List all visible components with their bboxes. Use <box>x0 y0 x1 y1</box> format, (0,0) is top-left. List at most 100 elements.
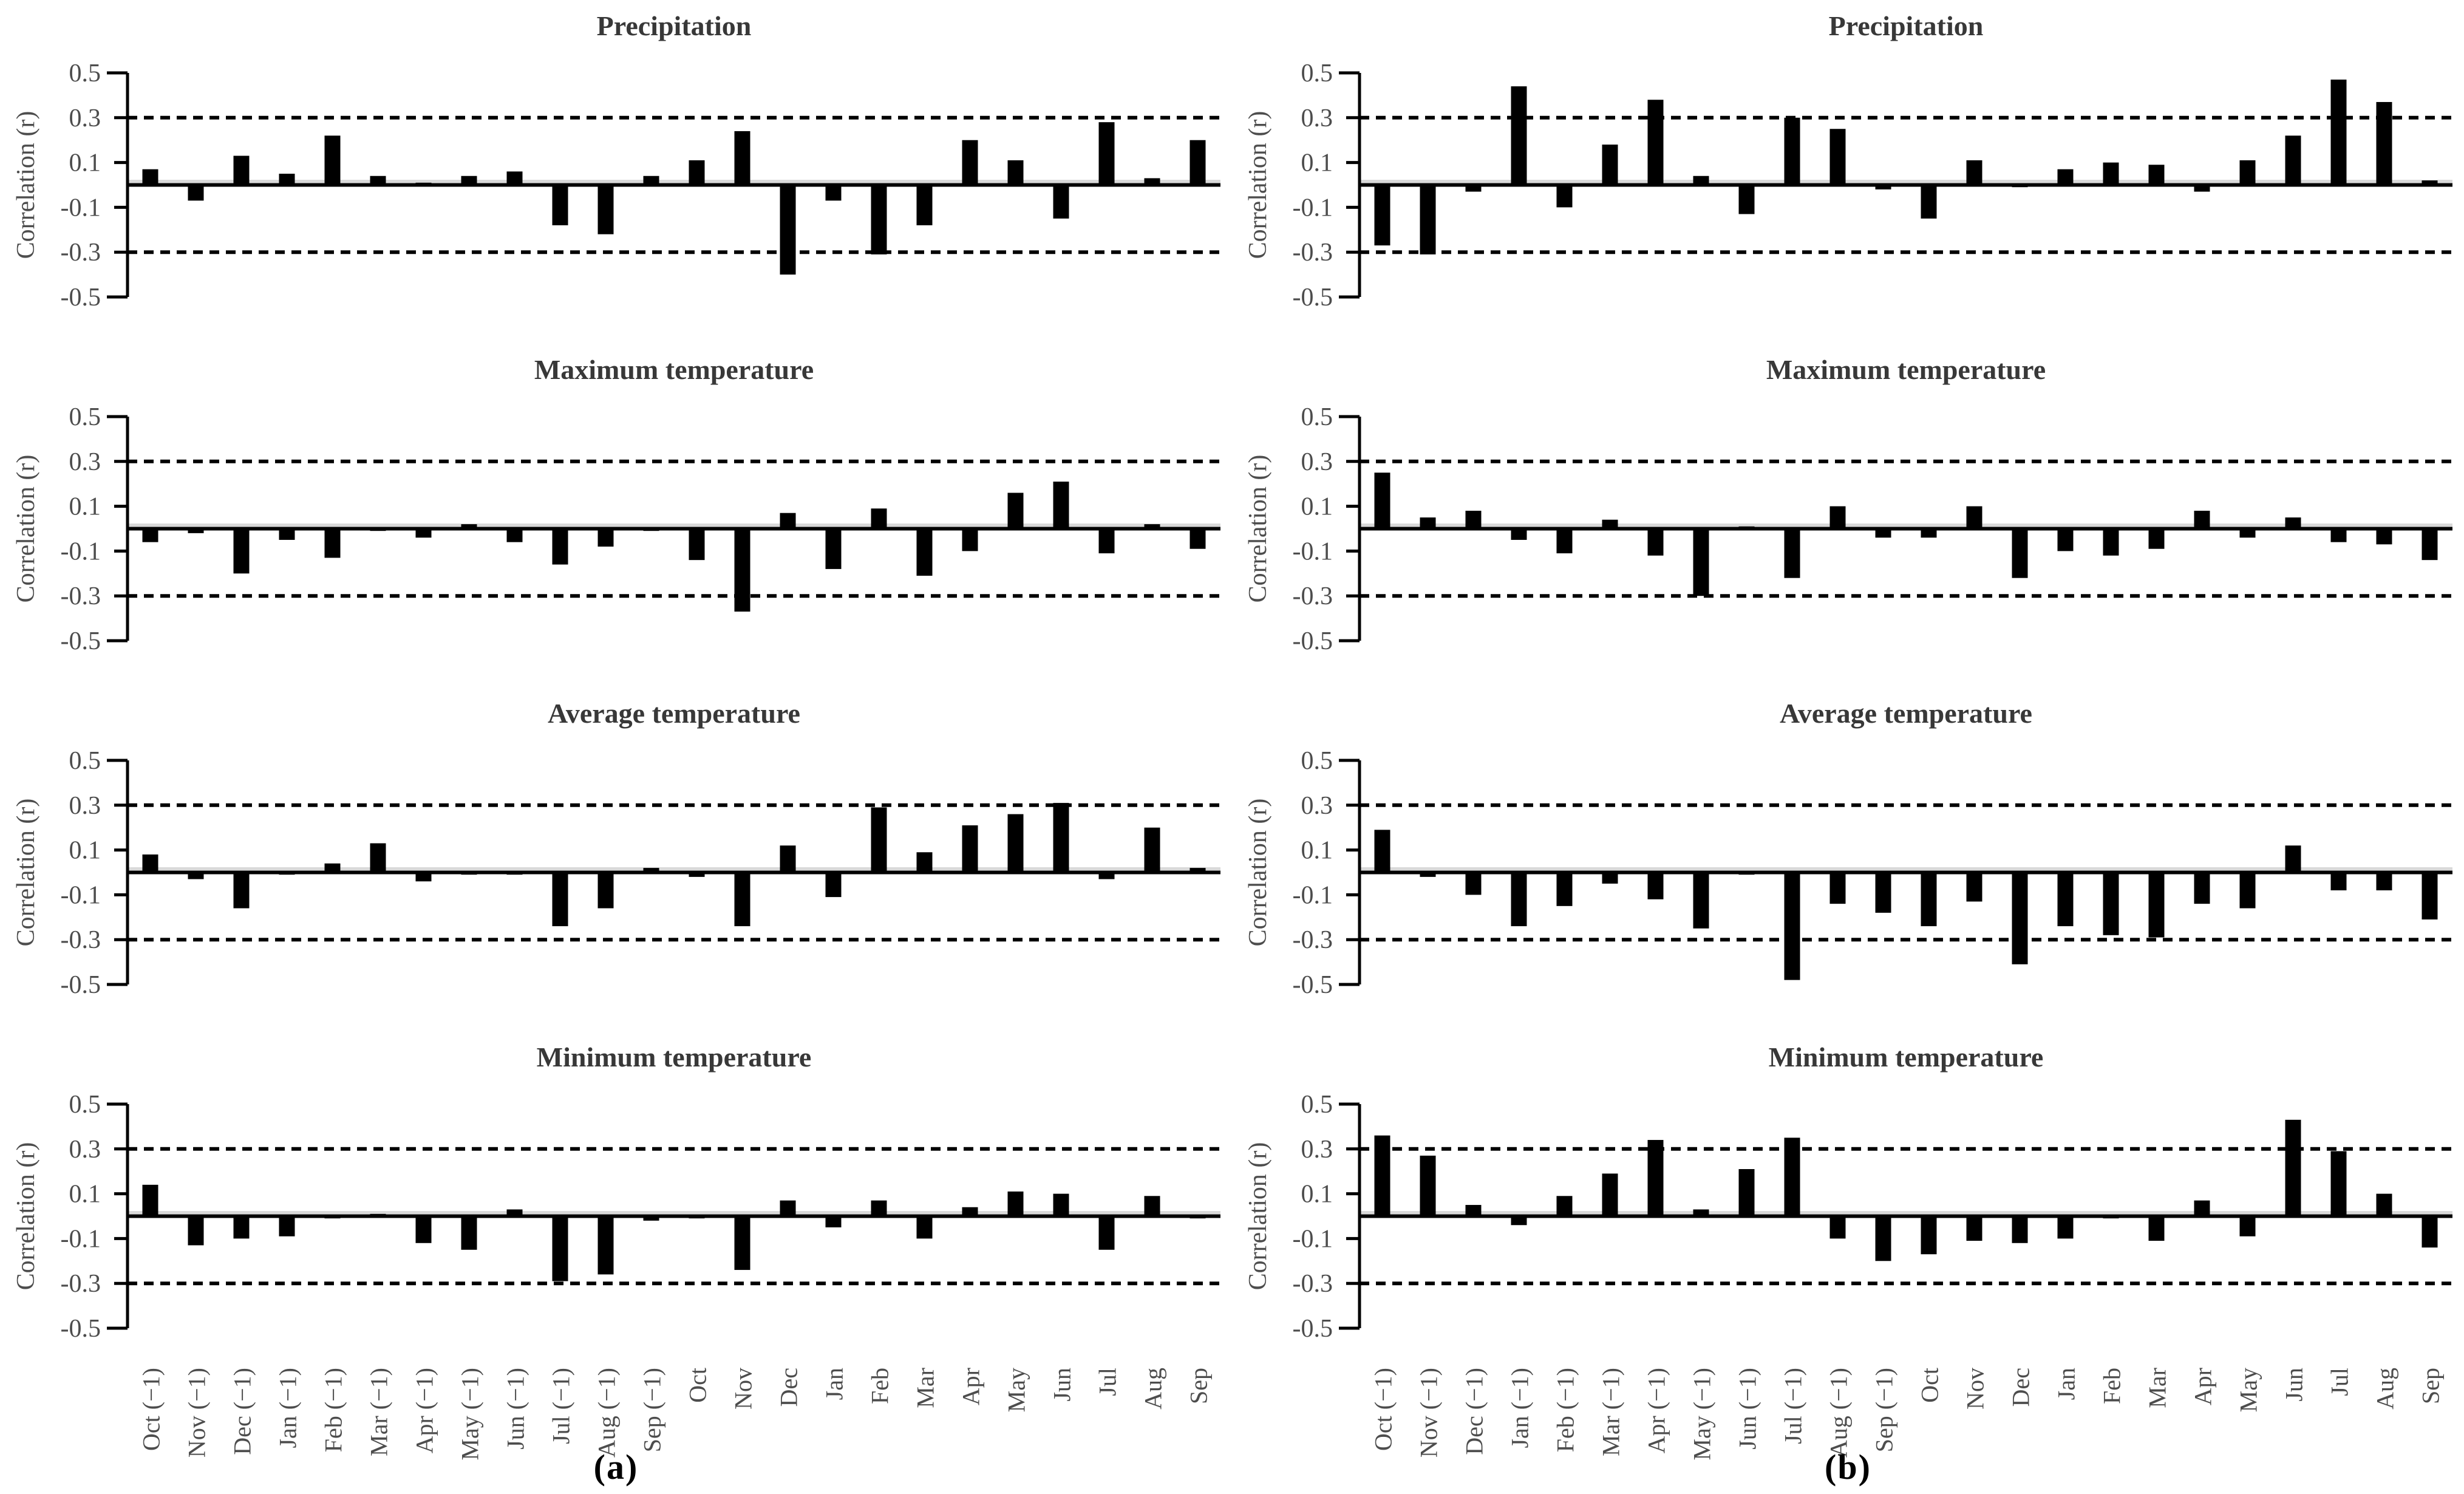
y-tick-label: 0.1 <box>69 493 101 521</box>
y-tick-label: -0.1 <box>61 537 101 565</box>
bar-Aug (−1) <box>1829 506 1846 529</box>
bar-Jan <box>2057 872 2074 927</box>
bar-Apr (−1) <box>1647 528 1664 556</box>
y-tick-label: -0.3 <box>61 582 101 610</box>
bar-Nov (−1) <box>1420 872 1436 877</box>
y-axis: 0.5 0.3 0.1 -0.1 -0.3 -0.5 <box>61 1091 129 1343</box>
x-tick-label: May (−1) <box>1689 1368 1716 1461</box>
x-axis-month-labels-left: Oct (−1) Nov (−1) Dec (−1) Jan (−1) Feb (−1)… <box>138 1368 1213 1461</box>
bar-Oct <box>1921 1216 1937 1255</box>
bar-Oct (−1) <box>1374 185 1390 246</box>
bar-Nov <box>734 131 750 185</box>
bar-Nov (−1) <box>188 528 204 533</box>
bar-Jan (−1) <box>1511 872 1527 927</box>
x-tick-label: Sep (−1) <box>639 1368 666 1452</box>
bar-Dec <box>2012 872 2028 964</box>
x-tick-label: Oct (−1) <box>1370 1368 1397 1451</box>
bar-Sep <box>2421 872 2438 919</box>
bar-Jul (−1) <box>1784 1138 1800 1216</box>
y-tick-label: -0.5 <box>61 971 101 999</box>
bar-Jul <box>1098 1216 1115 1250</box>
bar-Oct (−1) <box>1374 1135 1390 1216</box>
bar-Sep (−1) <box>1875 528 1891 538</box>
bar-Jul <box>1098 872 1115 879</box>
bar-Nov <box>734 1216 750 1271</box>
bar-Jan (−1) <box>279 872 295 875</box>
x-tick-label: Jun <box>1049 1368 1076 1402</box>
y-tick-label: -0.1 <box>61 194 101 222</box>
bar-Feb <box>2103 528 2119 556</box>
x-tick-label: Aug <box>2372 1368 2399 1410</box>
bar-Feb (−1) <box>324 528 341 558</box>
x-tick-label: Nov <box>1962 1368 1989 1410</box>
bar-Oct (−1) <box>1374 472 1390 529</box>
significance-lines <box>128 1147 1220 1286</box>
x-tick-label: May (−1) <box>457 1368 484 1461</box>
bar-Jul (−1) <box>552 528 568 565</box>
x-tick-label: Dec <box>2007 1368 2035 1407</box>
x-tick-label: Feb (−1) <box>320 1368 347 1452</box>
bar-Jan <box>825 872 842 898</box>
y-tick-label: 0.5 <box>69 1091 101 1119</box>
y-axis-label: Correlation (r) <box>1244 799 1272 947</box>
bar-Aug (−1) <box>1829 872 1846 904</box>
bar-Nov (−1) <box>188 1216 204 1246</box>
y-tick-label: 0.3 <box>69 792 101 820</box>
chart-a-maximum-temperature: Maximum temperature 0.5 0.3 0.1 -0.1 -0.3 -0.5… <box>12 354 1220 655</box>
y-tick-label: 0.3 <box>1301 1136 1333 1164</box>
y-tick-label: 0.3 <box>69 104 101 132</box>
y-tick-label: 0.5 <box>69 60 101 87</box>
bar-Jun (−1) <box>506 1209 523 1216</box>
y-axis-label: Correlation (r) <box>1244 455 1272 603</box>
bar-Aug (−1) <box>1829 1216 1846 1239</box>
bar-Nov <box>734 872 750 927</box>
bar-Oct <box>689 528 705 561</box>
bar-Jun <box>1053 482 1069 529</box>
bar-Dec <box>780 1200 796 1216</box>
y-tick-label: -0.5 <box>61 627 101 655</box>
chart-a-minimum-temperature: Minimum temperature 0.5 0.3 0.1 -0.1 -0.3 -0.5… <box>12 1042 1220 1343</box>
x-tick-label: Aug (−1) <box>1825 1368 1853 1458</box>
x-tick-label: Mar (−1) <box>1598 1368 1625 1456</box>
bar-Apr (−1) <box>1647 100 1664 185</box>
bar-Aug (−1) <box>597 1216 614 1275</box>
bar-Sep (−1) <box>1875 872 1891 913</box>
bar-Mar <box>2148 528 2165 549</box>
bars <box>142 482 1206 612</box>
bar-Jul <box>2330 80 2347 185</box>
bar-Apr (−1) <box>415 528 432 538</box>
x-tick-label: Mar <box>2144 1368 2171 1408</box>
bar-Feb <box>2103 162 2119 185</box>
bar-Jun <box>2285 135 2301 185</box>
bar-Aug (−1) <box>597 872 614 909</box>
bar-Jun <box>2285 1119 2301 1216</box>
bar-Jan (−1) <box>1511 86 1527 185</box>
y-axis: 0.5 0.3 0.1 -0.1 -0.3 -0.5 <box>61 747 129 999</box>
bar-Sep (−1) <box>643 868 659 873</box>
bar-Dec (−1) <box>1465 510 1482 529</box>
y-tick-label: 0.1 <box>1301 1181 1333 1209</box>
y-tick-label: -0.1 <box>61 1225 101 1253</box>
chart-title: Precipitation <box>1829 10 1984 41</box>
bar-May (−1) <box>1693 872 1709 929</box>
bar-Feb <box>871 508 887 529</box>
y-axis: 0.5 0.3 0.1 -0.1 -0.3 -0.5 <box>1293 60 1361 312</box>
bar-Mar (−1) <box>1602 145 1618 185</box>
x-tick-label: Dec <box>775 1368 803 1407</box>
y-tick-label: -0.3 <box>61 926 101 954</box>
bar-Mar <box>916 185 933 225</box>
bar-Nov (−1) <box>1420 1155 1436 1216</box>
bar-Dec (−1) <box>233 155 250 185</box>
subfigure-label-a: (a) <box>593 1447 639 1487</box>
bar-Feb <box>871 1200 887 1216</box>
bar-May (−1) <box>461 1216 477 1250</box>
bar-Feb <box>2103 1216 2119 1219</box>
bar-Jul (−1) <box>552 1216 568 1281</box>
y-axis-label: Correlation (r) <box>12 111 40 259</box>
bar-Jun (−1) <box>506 171 523 185</box>
bars <box>1374 472 2438 596</box>
chart-b-maximum-temperature: Maximum temperature 0.5 0.3 0.1 -0.1 -0.3 -0.5… <box>1244 354 2452 655</box>
bar-Jul <box>2330 1151 2347 1216</box>
bar-Nov <box>1966 872 1982 902</box>
bar-Nov (−1) <box>1420 185 1436 254</box>
